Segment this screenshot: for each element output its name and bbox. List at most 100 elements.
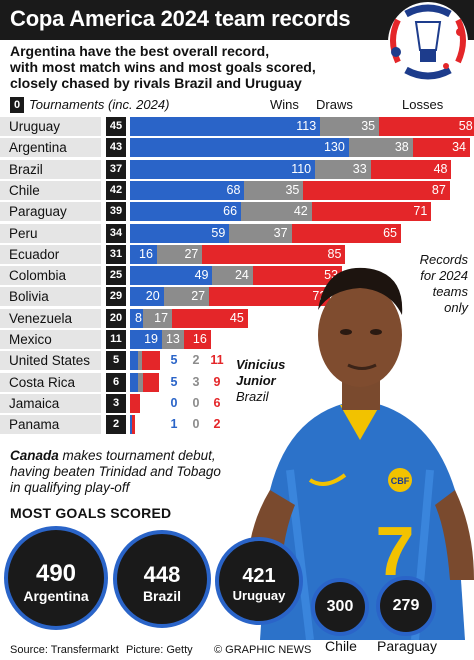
value-label-wins: 20: [145, 289, 160, 303]
value-label-draws: 0: [192, 396, 200, 410]
bar-losses-costa-rica: [143, 373, 159, 392]
player-name: Vinicius Junior: [236, 357, 285, 389]
team-label-united-states: United States: [0, 351, 101, 370]
records-note-line: for 2024: [420, 268, 468, 283]
legend-wins: Wins: [270, 97, 299, 112]
bar-draws-ecuador: [156, 245, 203, 264]
bar-draws-uruguay: [320, 117, 380, 136]
canada-rest: makes tournament debut,: [58, 448, 216, 463]
bar-draws-mexico: [161, 330, 184, 349]
tournaments-count: 39: [106, 202, 126, 221]
subtitle-line: with most match wins and most goals scor…: [10, 59, 316, 75]
tournaments-count: 25: [106, 266, 126, 285]
bar-losses-uruguay: [379, 117, 474, 136]
value-label-losses: 45: [229, 311, 244, 325]
value-label-draws: 33: [352, 162, 367, 176]
bar-draws-bolivia: [163, 287, 210, 306]
value-label-wins: 0: [170, 396, 178, 410]
value-label-wins: 16: [139, 247, 153, 261]
goals-circle-chile: 300: [311, 578, 369, 636]
goals-value: 448: [143, 562, 181, 587]
team-label-colombia: Colombia: [0, 266, 101, 285]
team-label-mexico: Mexico: [0, 330, 101, 349]
goals-circle-uruguay: 421 Uruguay: [215, 537, 303, 625]
value-label-wins: 5: [170, 375, 178, 389]
bar-draws-paraguay: [241, 202, 312, 221]
value-label-losses: 6: [213, 396, 221, 410]
value-label-wins: 19: [144, 332, 158, 346]
subtitle-line: Argentina have the best overall record,: [10, 43, 270, 59]
bar-losses-panama: [131, 415, 136, 434]
svg-text:CBF: CBF: [391, 476, 410, 486]
tournaments-count: 3: [106, 394, 126, 413]
goals-team: Chile: [325, 638, 357, 654]
value-label-draws: 2: [192, 353, 200, 367]
value-label-draws: 13: [165, 332, 180, 346]
tournaments-count: 43: [106, 138, 126, 157]
subtitle-line: closely chased by rivals Brazil and Urug…: [10, 75, 302, 91]
value-label-draws: 17: [154, 311, 169, 325]
value-label-wins: 49: [194, 268, 209, 282]
team-label-jamaica: Jamaica: [0, 394, 101, 413]
bar-draws-chile: [244, 181, 304, 200]
bar-draws-costa-rica: [138, 373, 144, 392]
bar-wins-ecuador: [130, 245, 157, 264]
player-name-line: Vinicius: [236, 357, 286, 372]
footer-source: Source: Transfermarkt: [10, 644, 119, 656]
bar-wins-united-states: [130, 351, 139, 370]
tournaments-count: 31: [106, 245, 126, 264]
page-title: Copa America 2024 team records: [10, 6, 351, 31]
value-label-wins: 8: [135, 311, 142, 325]
bar-wins-venezuela: [130, 309, 144, 328]
value-label-wins: 113: [296, 119, 317, 133]
value-label-losses: 85: [327, 247, 342, 261]
goals-team: Paraguay: [377, 638, 437, 654]
bar-losses-chile: [303, 181, 450, 200]
value-label-draws: 37: [273, 226, 288, 240]
goals-title: MOST GOALS SCORED: [10, 505, 172, 521]
footer-picture: Picture: Getty: [126, 644, 193, 656]
value-label-losses: 87: [431, 183, 446, 197]
tournaments-count: 37: [106, 160, 126, 179]
tournaments-label: Tournaments (inc. 2024): [29, 97, 170, 112]
bar-wins-brazil: [130, 160, 316, 179]
team-label-brazil: Brazil: [0, 160, 101, 179]
player-name-line: Junior: [236, 373, 276, 388]
records-note-line: teams: [432, 284, 468, 299]
value-label-losses: 2: [213, 417, 221, 431]
bar-losses-brazil: [370, 160, 452, 179]
goals-value: 279: [392, 597, 420, 614]
team-label-costa-rica: Costa Rica: [0, 373, 101, 392]
goals-team: Uruguay: [232, 588, 286, 603]
value-label-wins: 1: [170, 417, 178, 431]
footer-credit: © GRAPHIC NEWS: [214, 644, 312, 656]
bar-losses-united-states: [141, 351, 161, 370]
team-label-paraguay: Paraguay: [0, 202, 101, 221]
bar-losses-jamaica: [130, 394, 141, 413]
bar-draws-argentina: [348, 138, 413, 157]
bar-losses-paraguay: [311, 202, 432, 221]
team-label-peru: Peru: [0, 224, 101, 243]
team-label-chile: Chile: [0, 181, 101, 200]
copa-america-logo: [388, 2, 468, 82]
goals-value: 490: [35, 560, 77, 587]
legend-losses: Losses: [402, 97, 444, 112]
value-label-losses: 48: [433, 162, 448, 176]
bar-draws-venezuela: [143, 309, 173, 328]
records-note-line: only: [444, 300, 468, 315]
tournaments-count: 6: [106, 373, 126, 392]
bar-wins-costa-rica: [130, 373, 139, 392]
goals-circle-paraguay: 279: [376, 576, 436, 636]
tournaments-count: 29: [106, 287, 126, 306]
bar-wins-panama: [130, 415, 132, 434]
value-label-wins: 130: [323, 140, 345, 154]
tournaments-count: 34: [106, 224, 126, 243]
bar-draws-colombia: [212, 266, 253, 285]
team-label-bolivia: Bolivia: [0, 287, 101, 306]
tournaments-count: 11: [106, 330, 126, 349]
value-label-losses: 58: [458, 119, 473, 133]
value-label-draws: 35: [285, 183, 300, 197]
goals-team: Brazil: [142, 588, 182, 604]
value-label-draws: 42: [293, 204, 308, 218]
bar-wins-colombia: [130, 266, 213, 285]
